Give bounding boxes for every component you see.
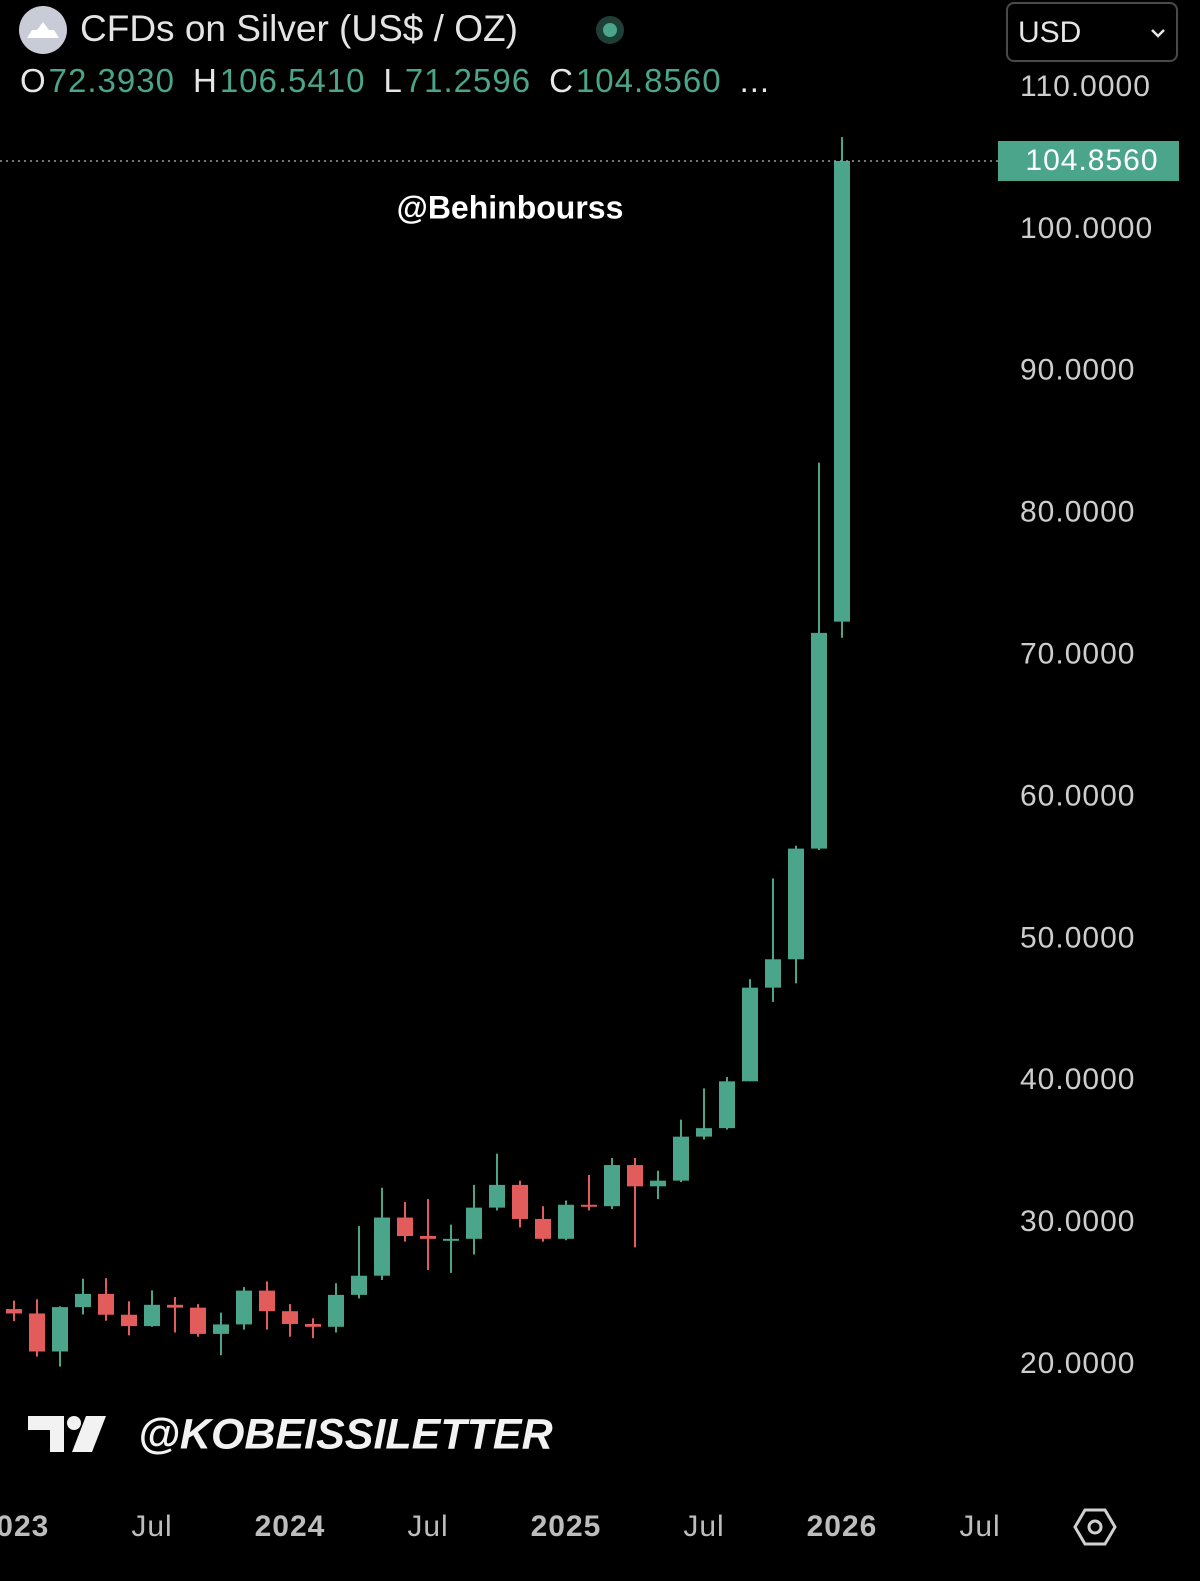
candle-body: [213, 1324, 229, 1334]
currency-select[interactable]: USD: [1006, 2, 1178, 62]
y-tick-label: 110.0000: [1020, 70, 1151, 103]
y-tick-label: 20.0000: [1020, 1347, 1135, 1380]
ohlc-key: O: [20, 62, 47, 99]
y-tick-label: 100.0000: [1020, 212, 1153, 245]
last-price-label: 104.8560: [1025, 144, 1158, 177]
chart-title: CFDs on Silver (US$ / OZ): [80, 8, 518, 49]
candle-body: [6, 1309, 22, 1314]
x-tick-label: 2024: [255, 1510, 326, 1543]
candle-body: [535, 1218, 551, 1239]
x-tick-label: 2026: [807, 1510, 878, 1543]
x-tick-label: Jul: [131, 1510, 172, 1543]
candle-body: [167, 1304, 183, 1308]
x-tick-label: 2025: [531, 1510, 602, 1543]
ohlc-value: 71.2596: [404, 62, 532, 99]
candle-body: [650, 1180, 666, 1187]
watermark: @Behinbourss: [397, 189, 624, 225]
candle-body: [834, 160, 850, 622]
y-tick-label: 60.0000: [1020, 779, 1135, 812]
candle-body: [719, 1081, 735, 1129]
y-tick-label: 80.0000: [1020, 496, 1135, 529]
ohlc-value: 104.8560: [575, 62, 722, 99]
last-price-tag: [998, 140, 1179, 181]
ohlc-header: O72.3930 H106.5410 L71.2596 C104.8560...: [20, 62, 770, 100]
candle-body: [351, 1275, 367, 1295]
candle-body: [696, 1128, 712, 1137]
candle-body: [788, 848, 804, 960]
tv-logo: [28, 1416, 106, 1452]
y-tick-label: 50.0000: [1020, 921, 1135, 954]
candle-body: [98, 1293, 114, 1315]
ohlc-more: ...: [739, 62, 771, 99]
candle-body: [673, 1136, 689, 1181]
chevron: [1151, 29, 1165, 38]
candle-body: [75, 1293, 91, 1308]
candle-body: [558, 1204, 574, 1239]
ohlc-value: 106.5410: [219, 62, 366, 99]
candle-body: [29, 1313, 45, 1352]
candle-body: [742, 987, 758, 1082]
candle-body: [581, 1204, 597, 1207]
candle-body: [765, 959, 781, 988]
candle-body: [52, 1307, 68, 1352]
candle-body: [627, 1165, 643, 1187]
candle-body: [466, 1207, 482, 1239]
ohlc-key: H: [192, 62, 218, 99]
candle-body: [811, 632, 827, 849]
candle-body: [259, 1290, 275, 1312]
candle-body: [190, 1307, 206, 1334]
candle-body: [604, 1165, 620, 1207]
x-tick-label: Jul: [407, 1510, 448, 1543]
candle-body: [512, 1184, 528, 1219]
x-tick-label: Jul: [959, 1510, 1000, 1543]
currency-label: USD: [1018, 16, 1082, 49]
candle-body: [443, 1238, 459, 1241]
status-dot: [603, 23, 617, 37]
candle-body: [374, 1217, 390, 1276]
candle-body: [420, 1235, 436, 1239]
x-tick-label: 2023: [0, 1510, 49, 1543]
ohlc-value: 72.3930: [48, 62, 175, 99]
y-tick-label: 30.0000: [1020, 1205, 1135, 1238]
brand-watermark: @KOBEISSILETTER: [138, 1410, 553, 1458]
y-tick-label: 40.0000: [1020, 1063, 1135, 1096]
symbol-icon-shape: [27, 22, 59, 38]
candle-body: [121, 1314, 137, 1327]
settings-icon[interactable]: [1073, 1508, 1117, 1546]
candle-body: [282, 1311, 298, 1324]
candle-body: [489, 1184, 505, 1208]
x-tick-label: Jul: [683, 1510, 724, 1543]
candle-body: [328, 1294, 344, 1327]
candle-body: [305, 1323, 321, 1327]
candle-body: [397, 1217, 413, 1236]
ohlc-key: C: [549, 62, 574, 99]
candle-body: [144, 1304, 160, 1327]
y-tick-label: 70.0000: [1020, 638, 1135, 671]
ohlc-key: L: [383, 62, 403, 99]
y-tick-label: 90.0000: [1020, 354, 1135, 387]
candle-body: [236, 1290, 252, 1325]
